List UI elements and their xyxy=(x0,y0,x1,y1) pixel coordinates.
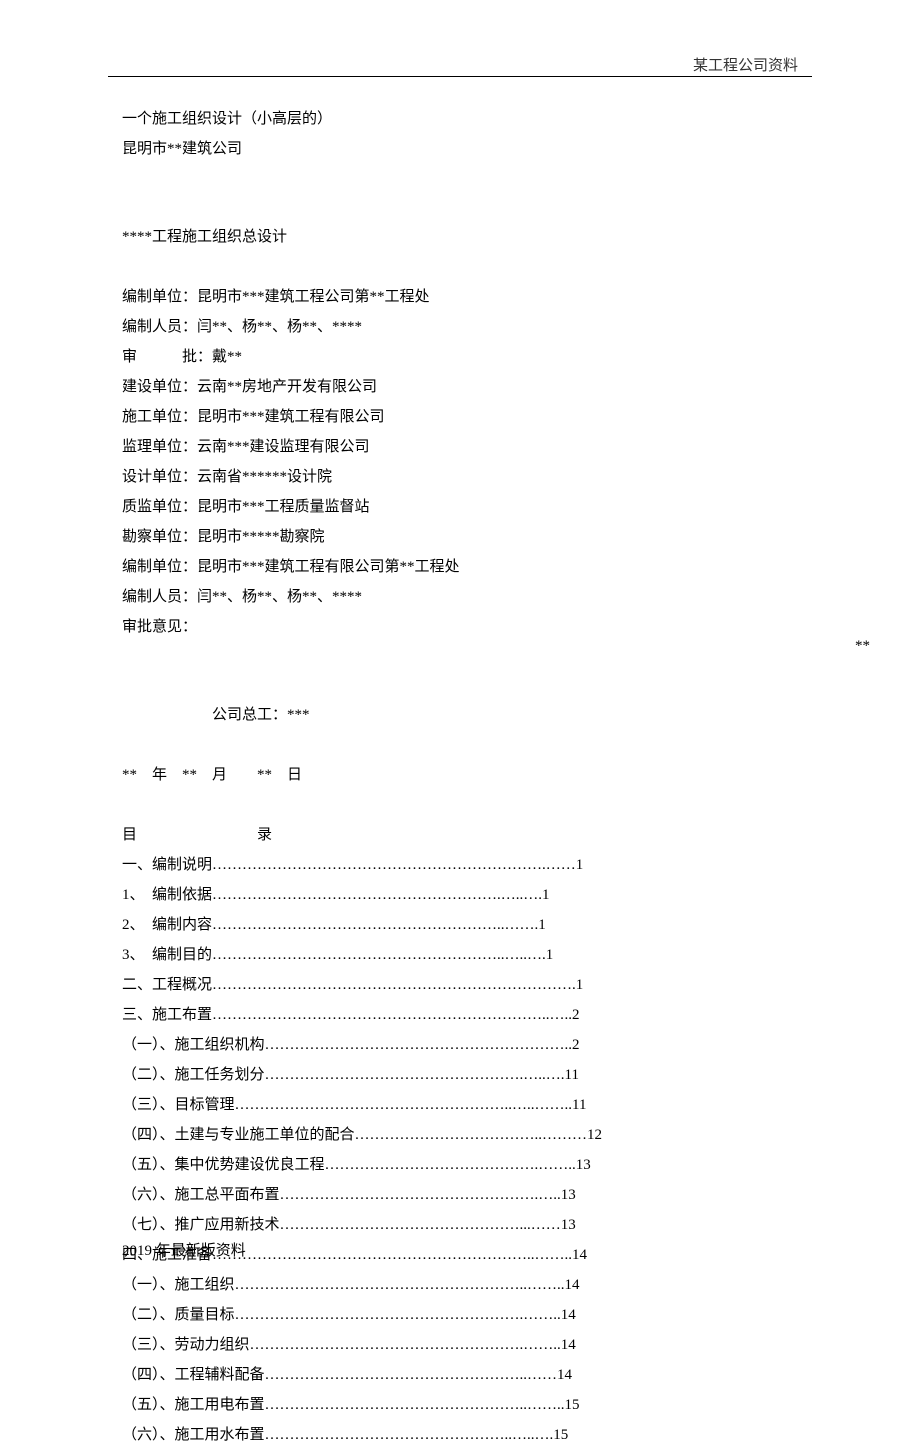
toc-item: 三、施工布置…………………………………………………………..…..2 xyxy=(122,1000,812,1030)
toc-item: 1、 编制依据………………………………………………….…..….1 xyxy=(122,880,812,910)
doc-title-2: 昆明市**建筑公司 xyxy=(122,134,812,164)
toc-item: （三）、目标管理………………………………………………..…..……..11 xyxy=(122,1090,812,1120)
toc-item: （二）、质量目标………………………………………………….……..14 xyxy=(122,1300,812,1330)
toc-item: （一）、施工组织机构……………………………………………………..2 xyxy=(122,1030,812,1060)
toc-item: （五）、集中优势建设优良工程…………………………………….……..13 xyxy=(122,1150,812,1180)
toc-item: （一）、施工组织…………………………………………………..……..14 xyxy=(122,1270,812,1300)
info-line: 编制单位：昆明市***建筑工程有限公司第**工程处 xyxy=(122,552,812,582)
info-line: 编制人员：闫**、杨**、杨**、**** xyxy=(122,582,812,612)
toc-title: 目 录 xyxy=(122,820,812,850)
date-line: ** 年 ** 月 ** 日 xyxy=(122,760,812,790)
toc-item: 二、工程概况……………………………………………………………….1 xyxy=(122,970,812,1000)
toc-item: （四）、土建与专业施工单位的配合………………………………..………12 xyxy=(122,1120,812,1150)
toc-item: （二）、施工任务划分…………………………………………….…..….11 xyxy=(122,1060,812,1090)
footer-text: 2019 年最新版资料 xyxy=(122,1239,246,1260)
info-line: 编制人员：闫**、杨**、杨**、**** xyxy=(122,312,812,342)
info-line: 勘察单位：昆明市*****勘察院 xyxy=(122,522,812,552)
chief-engineer-line: 公司总工：*** xyxy=(122,700,812,730)
info-line: 审 批：戴** xyxy=(122,342,812,372)
info-line: 审批意见： xyxy=(122,612,812,642)
info-line: 建设单位：云南**房地产开发有限公司 xyxy=(122,372,812,402)
toc-item: （三）、劳动力组织……………………………………………….……..14 xyxy=(122,1330,812,1360)
spacer xyxy=(122,790,812,820)
header-divider xyxy=(108,76,812,77)
info-line: 质监单位：昆明市***工程质量监督站 xyxy=(122,492,812,522)
info-line: 监理单位：云南***建设监理有限公司 xyxy=(122,432,812,462)
header-text: 某工程公司资料 xyxy=(693,54,798,75)
toc-item: 3、 编制目的…………………………………………………..…..….1 xyxy=(122,940,812,970)
info-line: 施工单位：昆明市***建筑工程有限公司 xyxy=(122,402,812,432)
toc-item: （四）、工程辅料配备……………………………………………..……14 xyxy=(122,1360,812,1390)
spacer xyxy=(122,642,812,700)
spacer xyxy=(122,164,812,222)
margin-mark: ** xyxy=(855,638,870,655)
toc-item: （七）、推广应用新技术…………………………………………...……13 xyxy=(122,1210,812,1240)
toc-item: （六）、施工用水布置…………………………………………..…..….15 xyxy=(122,1420,812,1450)
info-line: 设计单位：云南省******设计院 xyxy=(122,462,812,492)
spacer xyxy=(122,252,812,282)
toc-item: （六）、施工总平面布置…………………………………………….…..13 xyxy=(122,1180,812,1210)
toc-item: （五）、施工用电布置……………………………………………..……..15 xyxy=(122,1390,812,1420)
doc-title-1: 一个施工组织设计（小高层的） xyxy=(122,104,812,134)
spacer xyxy=(122,730,812,760)
info-line: 编制单位：昆明市***建筑工程公司第**工程处 xyxy=(122,282,812,312)
toc-item: 一、编制说明………………………………………………………….……1 xyxy=(122,850,812,880)
toc-item: 2、 编制内容…………………………………………………..…….1 xyxy=(122,910,812,940)
doc-subtitle: ****工程施工组织总设计 xyxy=(122,222,812,252)
